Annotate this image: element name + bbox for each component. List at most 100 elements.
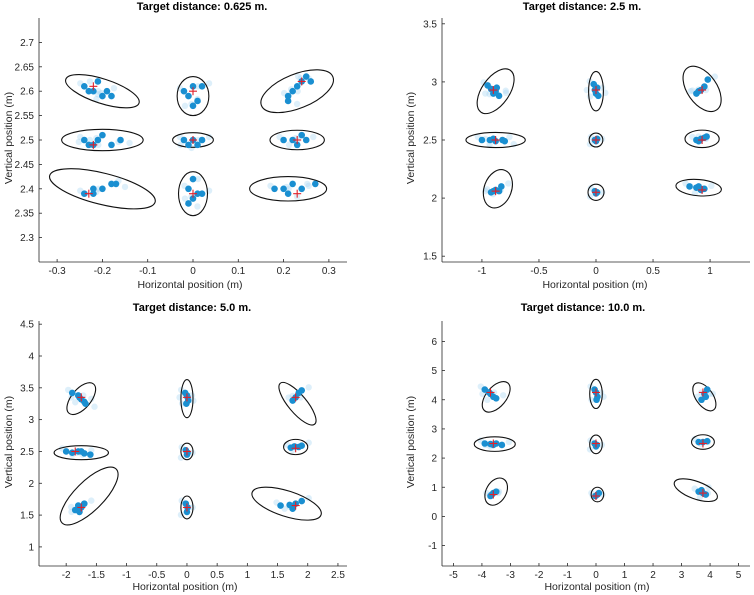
faint-sample-point xyxy=(75,138,83,146)
target-marker xyxy=(592,86,600,95)
response-point xyxy=(703,437,711,445)
target-marker xyxy=(291,444,300,453)
x-tick-label: -0.3 xyxy=(49,266,67,277)
y-tick-label: 5 xyxy=(431,366,437,377)
response-point xyxy=(280,136,287,144)
y-tick-label: 1.5 xyxy=(20,511,34,522)
confidence-ellipse xyxy=(476,68,515,115)
x-axis-label: Horizontal position (m) xyxy=(137,279,242,291)
x-tick-label: 1.5 xyxy=(271,570,285,581)
response-point xyxy=(478,136,486,144)
response-cluster xyxy=(588,486,606,503)
target-marker xyxy=(698,185,707,194)
response-cluster xyxy=(692,382,717,412)
confidence-ellipse xyxy=(473,436,516,452)
response-point xyxy=(189,195,197,202)
response-cluster xyxy=(586,183,606,201)
response-point xyxy=(99,92,106,100)
y-tick-label: 1 xyxy=(431,483,437,494)
faint-sample-point xyxy=(88,395,95,403)
response-point xyxy=(185,141,192,149)
response-point xyxy=(183,508,191,516)
target-marker xyxy=(297,77,306,86)
target-marker xyxy=(489,86,498,95)
response-cluster xyxy=(586,132,606,148)
response-point xyxy=(298,387,306,394)
confidence-ellipse xyxy=(269,129,325,151)
y-axis-label: Vertical position (m) xyxy=(3,92,15,184)
subplot-50m: Target distance: 5.0 m. Horizontal posit… xyxy=(3,302,347,593)
response-cluster xyxy=(176,378,197,419)
x-tick-label: -2 xyxy=(62,570,71,581)
response-point xyxy=(117,136,124,144)
response-cluster xyxy=(476,68,515,115)
target-marker xyxy=(89,82,98,91)
faint-sample-point xyxy=(126,139,133,147)
target-marker xyxy=(77,503,86,512)
response-cluster xyxy=(61,128,144,152)
response-point xyxy=(302,73,310,80)
y-tick-label: 2 xyxy=(28,479,34,490)
target-marker xyxy=(189,87,197,96)
response-point xyxy=(85,87,93,95)
response-point xyxy=(103,87,111,95)
faint-sample-point xyxy=(205,80,213,87)
y-tick-label: 2 xyxy=(431,194,437,205)
response-point xyxy=(198,83,206,90)
faint-sample-point xyxy=(310,133,317,141)
response-point xyxy=(194,190,201,197)
confidence-ellipse xyxy=(260,69,334,114)
target-marker xyxy=(182,393,191,402)
faint-sample-point xyxy=(502,87,509,94)
x-tick-label: 0.5 xyxy=(646,266,660,277)
response-cluster xyxy=(177,495,196,520)
x-tick-label: 2 xyxy=(305,570,311,581)
response-point xyxy=(495,92,503,100)
x-tick-label: 0.1 xyxy=(231,266,245,277)
y-tick-label: 2 xyxy=(431,454,437,465)
confidence-ellipse xyxy=(587,183,605,201)
response-cluster xyxy=(59,466,119,526)
x-tick-label: -0.2 xyxy=(94,266,112,277)
response-point xyxy=(112,180,120,188)
faint-sample-point xyxy=(499,392,507,399)
target-marker xyxy=(698,439,707,448)
y-tick-label: 3.5 xyxy=(423,19,437,30)
y-tick-label: 4 xyxy=(28,352,34,363)
x-tick-label: 4 xyxy=(707,570,713,581)
faint-sample-point xyxy=(194,203,201,210)
response-point xyxy=(298,497,306,505)
response-point xyxy=(695,183,702,190)
x-axis-label: Horizontal position (m) xyxy=(132,581,237,593)
faint-sample-point xyxy=(285,185,292,192)
target-marker xyxy=(698,489,707,498)
x-tick-label: -1 xyxy=(563,570,572,581)
response-point xyxy=(277,502,284,509)
faint-sample-point xyxy=(176,394,183,401)
y-tick-label: -1 xyxy=(428,541,437,552)
y-tick-label: 0 xyxy=(431,512,437,523)
response-point xyxy=(108,141,115,149)
response-point xyxy=(686,183,693,190)
target-marker xyxy=(293,189,302,198)
response-point xyxy=(701,83,708,90)
x-tick-label: 3 xyxy=(679,570,685,581)
response-cluster xyxy=(587,378,607,410)
response-point xyxy=(498,441,506,449)
target-marker xyxy=(189,189,197,198)
response-point xyxy=(90,185,97,193)
response-point xyxy=(189,102,197,110)
target-marker xyxy=(84,189,93,198)
faint-sample-point xyxy=(86,78,94,85)
confidence-ellipse xyxy=(675,178,722,197)
response-point xyxy=(198,136,206,144)
response-cluster xyxy=(690,434,715,450)
response-point xyxy=(271,185,278,193)
response-point xyxy=(82,400,89,408)
target-marker xyxy=(698,136,707,144)
y-tick-label: 2.4 xyxy=(20,184,34,195)
response-point xyxy=(284,190,292,197)
y-tick-label: 6 xyxy=(431,337,437,348)
faint-sample-point xyxy=(505,438,513,446)
response-point xyxy=(307,78,315,85)
